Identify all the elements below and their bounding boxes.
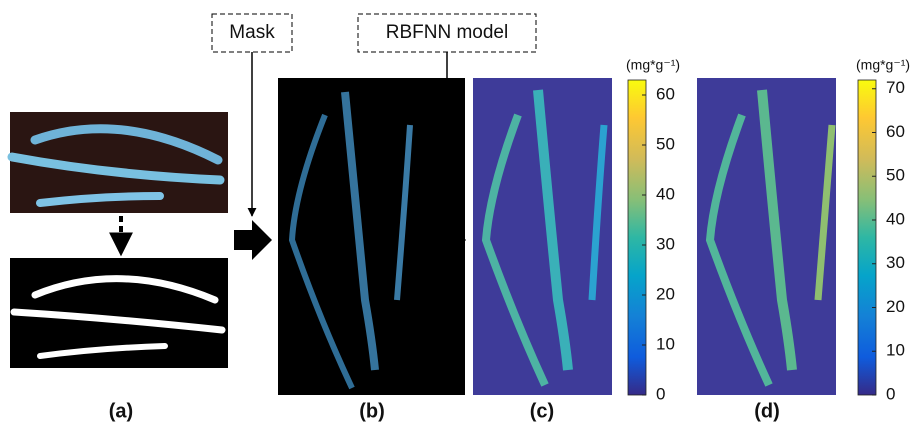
tick-label: 10 [886,341,905,360]
image-d [697,78,836,395]
colorbar-frame [627,79,647,396]
tick-label: 10 [656,334,675,353]
tick-label: 60 [886,122,905,141]
panel-label: (b) [359,400,385,422]
panel-label: (a) [109,400,133,422]
tick-label: 40 [656,184,675,203]
mask-a [10,258,228,368]
tick-label: 60 [656,84,675,103]
tick-label: 0 [656,384,665,403]
colorbar-frame [857,79,877,396]
tick-label: 40 [886,209,905,228]
tick-label: 20 [656,284,675,303]
image-c [473,78,612,395]
colorbar-unit: (mg*g⁻¹) [626,57,680,73]
panel-label: (c) [530,400,554,422]
step-label: RBFNN model [386,22,508,43]
colorbar-unit: (mg*g⁻¹) [856,57,910,73]
photo-a [7,112,228,213]
tick-label: 50 [886,166,905,185]
tick-label: 30 [656,234,675,253]
tick-label: 30 [886,253,905,272]
big-arrow [234,220,272,260]
tick-label: 70 [886,78,905,97]
colorbar [858,80,876,395]
panel-label: (d) [754,400,780,422]
step-label: Mask [229,22,275,43]
tick-label: 50 [656,134,675,153]
tick-label: 20 [886,297,905,316]
image-b [278,78,465,395]
tick-label: 0 [886,384,895,403]
step-box [357,13,537,53]
colorbar [628,80,646,395]
step-box [211,13,293,53]
